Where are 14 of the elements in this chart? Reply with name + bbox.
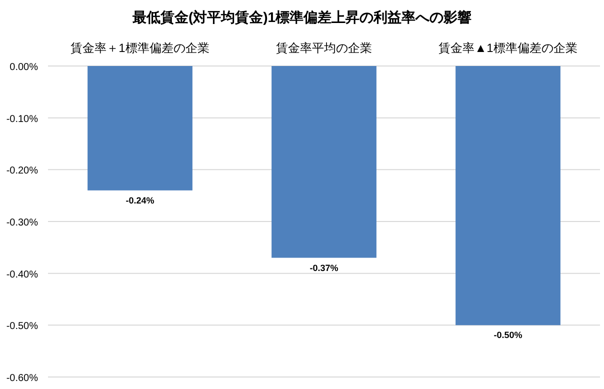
chart-title: 最低賃金(対平均賃金)1標準偏差上昇の利益率への影響 bbox=[131, 9, 472, 25]
y-tick-label: -0.40% bbox=[6, 269, 38, 280]
y-tick-label: -0.10% bbox=[6, 114, 38, 125]
data-label: -0.50% bbox=[494, 330, 522, 340]
y-tick-label: -0.50% bbox=[6, 321, 38, 332]
y-tick-label: -0.20% bbox=[6, 166, 38, 177]
x-tick-label: 賃金率＋1標準偏差の企業 bbox=[70, 41, 210, 55]
x-tick-label: 賃金率▲1標準偏差の企業 bbox=[438, 41, 578, 55]
data-label: -0.37% bbox=[310, 262, 338, 273]
y-tick-label: -0.60% bbox=[6, 373, 38, 384]
y-tick-label: 0.00% bbox=[10, 62, 38, 73]
data-label: -0.24% bbox=[126, 195, 154, 206]
x-tick-label: 賃金率平均の企業 bbox=[276, 41, 372, 55]
y-tick-label: -0.30% bbox=[6, 218, 38, 228]
